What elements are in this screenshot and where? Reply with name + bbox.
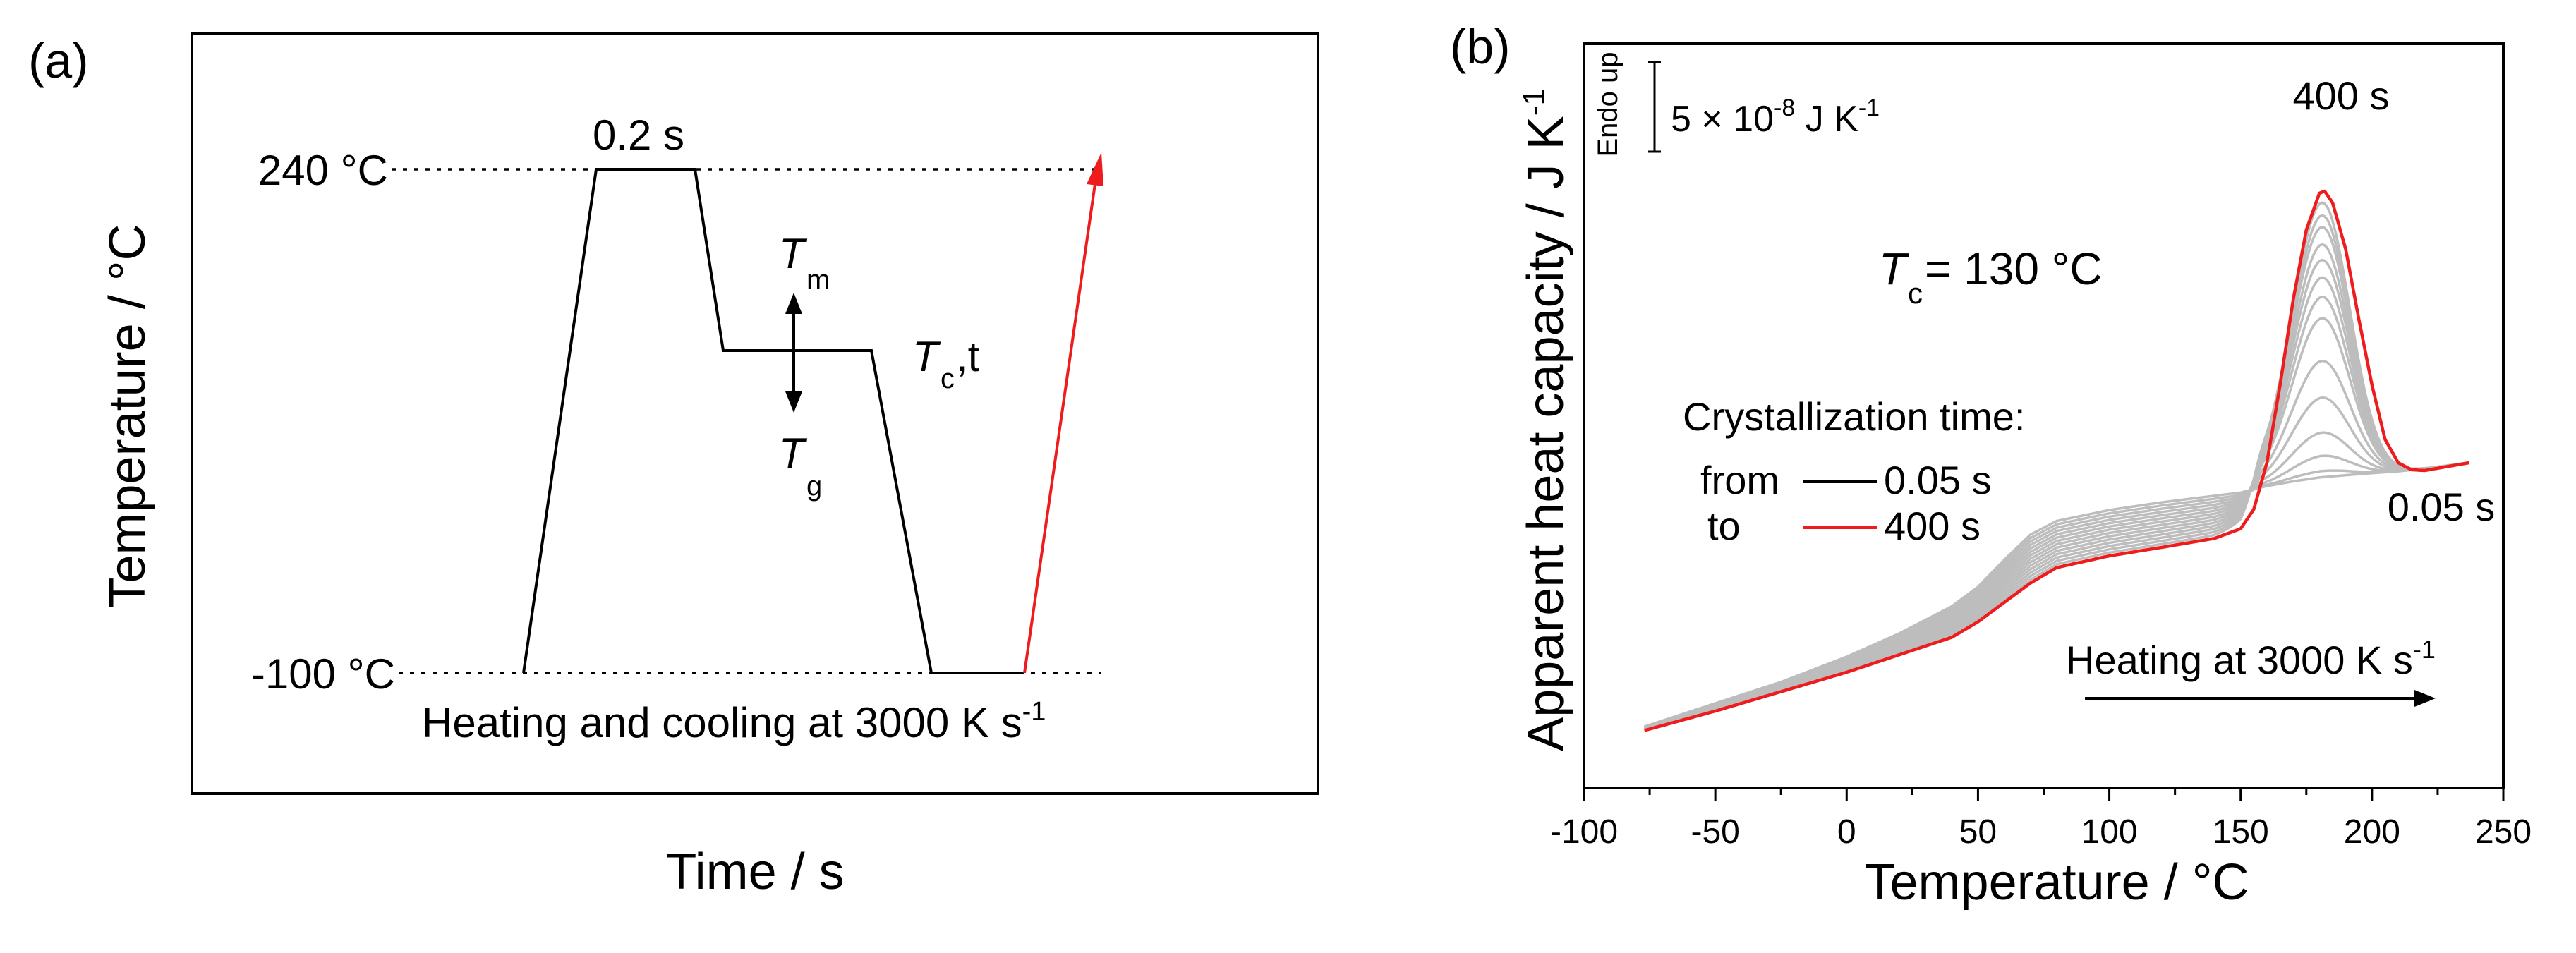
x-tick-label: 100 [2081,813,2138,851]
legend-to-value: 400 s [1884,504,1981,548]
panel-a: (a) Time / s Temperature / °C 240 °C -10… [28,32,1319,900]
panel-b-x-axis: -100 -50 0 50 100 150 200 250 [1550,788,2532,851]
panel-a-ylabel: Temperature / °C [99,224,156,609]
legend-to-label: to [1707,504,1741,548]
x-tick-label: 150 [2213,813,2269,851]
level-240-label: 240 °C [258,147,388,194]
temperature-program-line [522,168,1024,674]
heating-cooling-rate-label: Heating and cooling at 3000 K s-1 [422,697,1046,746]
hold-time-label: 0.2 s [593,111,684,159]
panel-b-label: (b) [1450,19,1511,74]
heating-rate-label: Heating at 3000 K s-1 [2066,635,2436,682]
label-400s: 400 s [2293,73,2390,118]
label-005s: 0.05 s [2388,485,2496,529]
curve-400s [1644,189,2469,732]
panel-b-tc-value: = 130 °C [1925,243,2103,294]
tg-subscript: g [806,471,822,502]
panel-a-frame [191,32,1319,795]
tg-arrowhead [785,391,802,413]
endo-up-label: Endo up [1592,51,1623,157]
panel-b-tc-symbol: T [1879,243,1909,294]
final-heating-arrowhead [1087,152,1103,186]
curve-0.05s [1644,461,2469,728]
panel-a-xlabel: Time / s [665,844,844,900]
x-tick-label: 200 [2344,813,2400,851]
x-tick-label: -100 [1550,813,1618,851]
tc-suffix: ,t [956,333,980,380]
x-tick-label: 50 [1959,813,1997,851]
tm-symbol: T [779,230,808,277]
heat-capacity-curves [1644,189,2469,732]
tc-symbol: T [912,333,941,380]
panel-a-label: (a) [28,33,89,88]
scale-bar-label: 5 × 10-8 J K-1 [1671,95,1880,140]
x-tick-label: -50 [1691,813,1739,851]
heating-direction-arrowhead [2414,690,2436,707]
level-minus100-label: -100 °C [251,650,395,698]
x-tick-label: 250 [2475,813,2532,851]
legend-from-value: 0.05 s [1884,458,1992,502]
tm-subscript: m [806,265,830,296]
final-heating-line [1023,169,1099,674]
tg-symbol: T [779,430,808,477]
panel-b-xlabel: Temperature / °C [1865,854,2249,911]
panel-b-ylabel: Apparent heat capacity / J K-1 [1517,88,1574,751]
panel-b: (b) -100 -50 0 50 100 150 200 250 Temperature /… [1450,19,2532,911]
panel-b-tc-subscript: c [1908,277,1923,310]
tc-subscript: c [941,363,955,394]
tm-arrowhead [785,293,802,314]
legend-from-label: from [1700,458,1779,502]
x-tick-label: 0 [1837,813,1856,851]
legend-title: Crystallization time: [1683,394,2025,439]
